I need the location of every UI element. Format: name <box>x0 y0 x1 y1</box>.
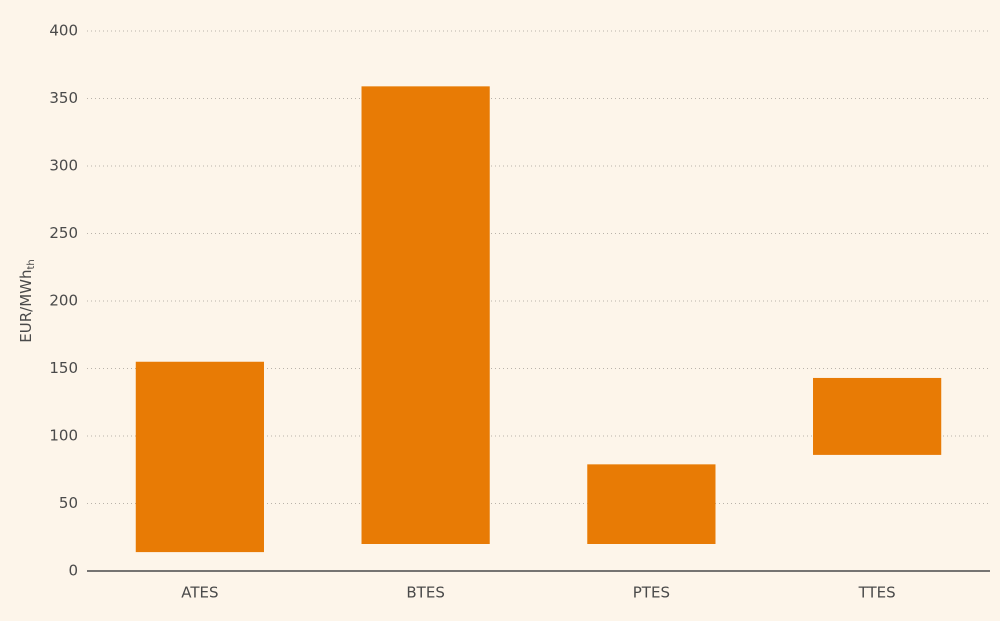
y-axis-label: EUR/MWhth <box>17 259 38 342</box>
bar <box>587 464 716 544</box>
bar <box>361 86 490 544</box>
bar <box>813 377 942 455</box>
y-tick-label: 0 <box>68 562 78 580</box>
x-tick-label: ATES <box>181 584 218 602</box>
bar <box>135 361 264 553</box>
x-tick-label: BTES <box>406 584 444 602</box>
y-tick-label: 400 <box>49 22 78 40</box>
y-tick-label: 150 <box>49 359 78 377</box>
y-axis-label-main: EUR/MWh <box>17 270 35 343</box>
y-tick-label: 50 <box>59 494 78 512</box>
y-axis-label-subscript: th <box>26 259 37 269</box>
y-tick-label: 300 <box>49 157 78 175</box>
y-tick-label: 250 <box>49 224 78 242</box>
y-tick-label: 100 <box>49 427 78 445</box>
x-tick-label: TTES <box>858 584 896 602</box>
y-tick-label: 200 <box>49 292 78 310</box>
y-tick-label: 350 <box>49 89 78 107</box>
x-tick-label: PTES <box>633 584 670 602</box>
